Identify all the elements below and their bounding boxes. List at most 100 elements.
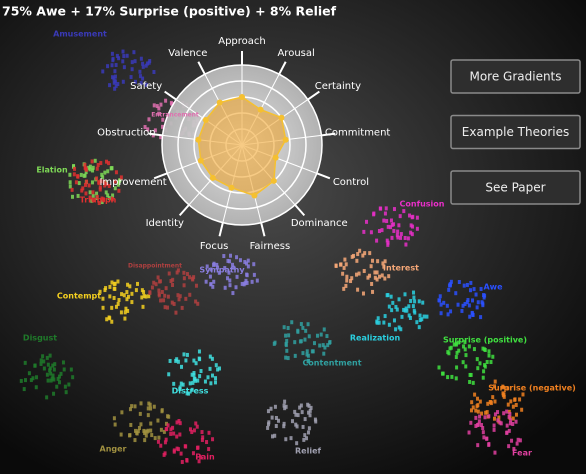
glyph (378, 274, 382, 279)
glyph (208, 274, 212, 279)
glyph (308, 408, 312, 413)
glyph (134, 428, 138, 433)
glyph (390, 308, 394, 313)
glyph (307, 410, 311, 415)
glyph (472, 287, 476, 292)
glyph (217, 366, 221, 371)
glyph (156, 275, 160, 280)
radar-point (278, 114, 285, 121)
glyph (476, 409, 480, 414)
glyph (90, 159, 94, 164)
button[interactable]: See Paper (450, 170, 581, 205)
glyph (358, 248, 362, 253)
glyph (176, 359, 180, 364)
glyph (252, 262, 256, 267)
glyph (295, 441, 299, 446)
glyph (342, 265, 346, 270)
glyph (119, 432, 123, 437)
glyph (274, 415, 278, 420)
glyph (483, 415, 487, 420)
button-frame[interactable] (450, 170, 581, 205)
glyph (420, 317, 424, 322)
glyph (387, 274, 391, 279)
glyph (169, 431, 173, 436)
glyph (121, 59, 125, 64)
glyph (103, 170, 107, 175)
glyph (272, 341, 276, 346)
glyph (113, 86, 117, 91)
glyph (84, 170, 88, 175)
glyph (496, 418, 500, 423)
glyph (182, 283, 186, 288)
glyph (479, 315, 483, 320)
glyph (95, 191, 99, 196)
radar-axis-label: Dominance (291, 218, 348, 229)
glyph (164, 427, 168, 432)
glyph (128, 407, 132, 412)
cluster-label: Awe (483, 283, 503, 292)
button-label[interactable]: More Gradients (469, 70, 561, 84)
glyph (201, 435, 205, 440)
glyph (115, 53, 119, 58)
glyph (191, 451, 195, 456)
glyph (182, 276, 186, 281)
glyph (369, 264, 373, 269)
glyph (35, 375, 39, 380)
button[interactable]: More Gradients (450, 59, 581, 94)
glyph (395, 307, 399, 312)
glyph (188, 381, 192, 386)
glyph (45, 372, 49, 377)
glyph (413, 310, 417, 315)
glyph (515, 441, 519, 446)
glyph (146, 413, 150, 418)
glyph (325, 334, 329, 339)
glyph (506, 386, 510, 391)
glyph (306, 353, 310, 358)
glyph (52, 367, 56, 372)
glyph (130, 404, 134, 409)
glyph (389, 218, 393, 223)
button-frame[interactable] (450, 59, 581, 94)
glyph (318, 343, 322, 348)
glyph (394, 327, 398, 332)
glyph (284, 333, 288, 338)
glyph (142, 428, 146, 433)
glyph (446, 312, 450, 317)
glyph (455, 350, 459, 355)
glyph (52, 377, 56, 382)
glyph (408, 213, 412, 218)
glyph (228, 278, 232, 283)
glyph (147, 294, 151, 299)
glyph (135, 431, 139, 436)
button-frame[interactable] (450, 114, 581, 150)
glyph (101, 305, 105, 310)
glyph (502, 411, 506, 416)
glyph (301, 351, 305, 356)
glyph (172, 449, 176, 454)
cluster-label: Relief (295, 447, 321, 456)
radar-point (239, 94, 245, 100)
button-label[interactable]: See Paper (485, 181, 545, 195)
glyph (487, 353, 491, 358)
glyph (373, 270, 377, 275)
glyph (39, 361, 43, 366)
glyph (240, 281, 244, 286)
glyph (508, 421, 512, 426)
glyph (110, 51, 114, 56)
glyph (143, 431, 147, 436)
glyph (88, 164, 92, 169)
button-label[interactable]: Example Theories (462, 125, 569, 139)
glyph (144, 82, 148, 87)
glyph (211, 284, 215, 289)
glyph (159, 135, 163, 140)
glyph (471, 405, 475, 410)
glyph (274, 424, 278, 429)
button[interactable]: Example Theories (450, 114, 581, 150)
glyph (287, 333, 291, 338)
glyph (42, 366, 46, 371)
cluster-label: Surprise (negative) (488, 384, 576, 393)
glyph (382, 320, 386, 325)
glyph (159, 443, 163, 448)
glyph (110, 197, 114, 202)
